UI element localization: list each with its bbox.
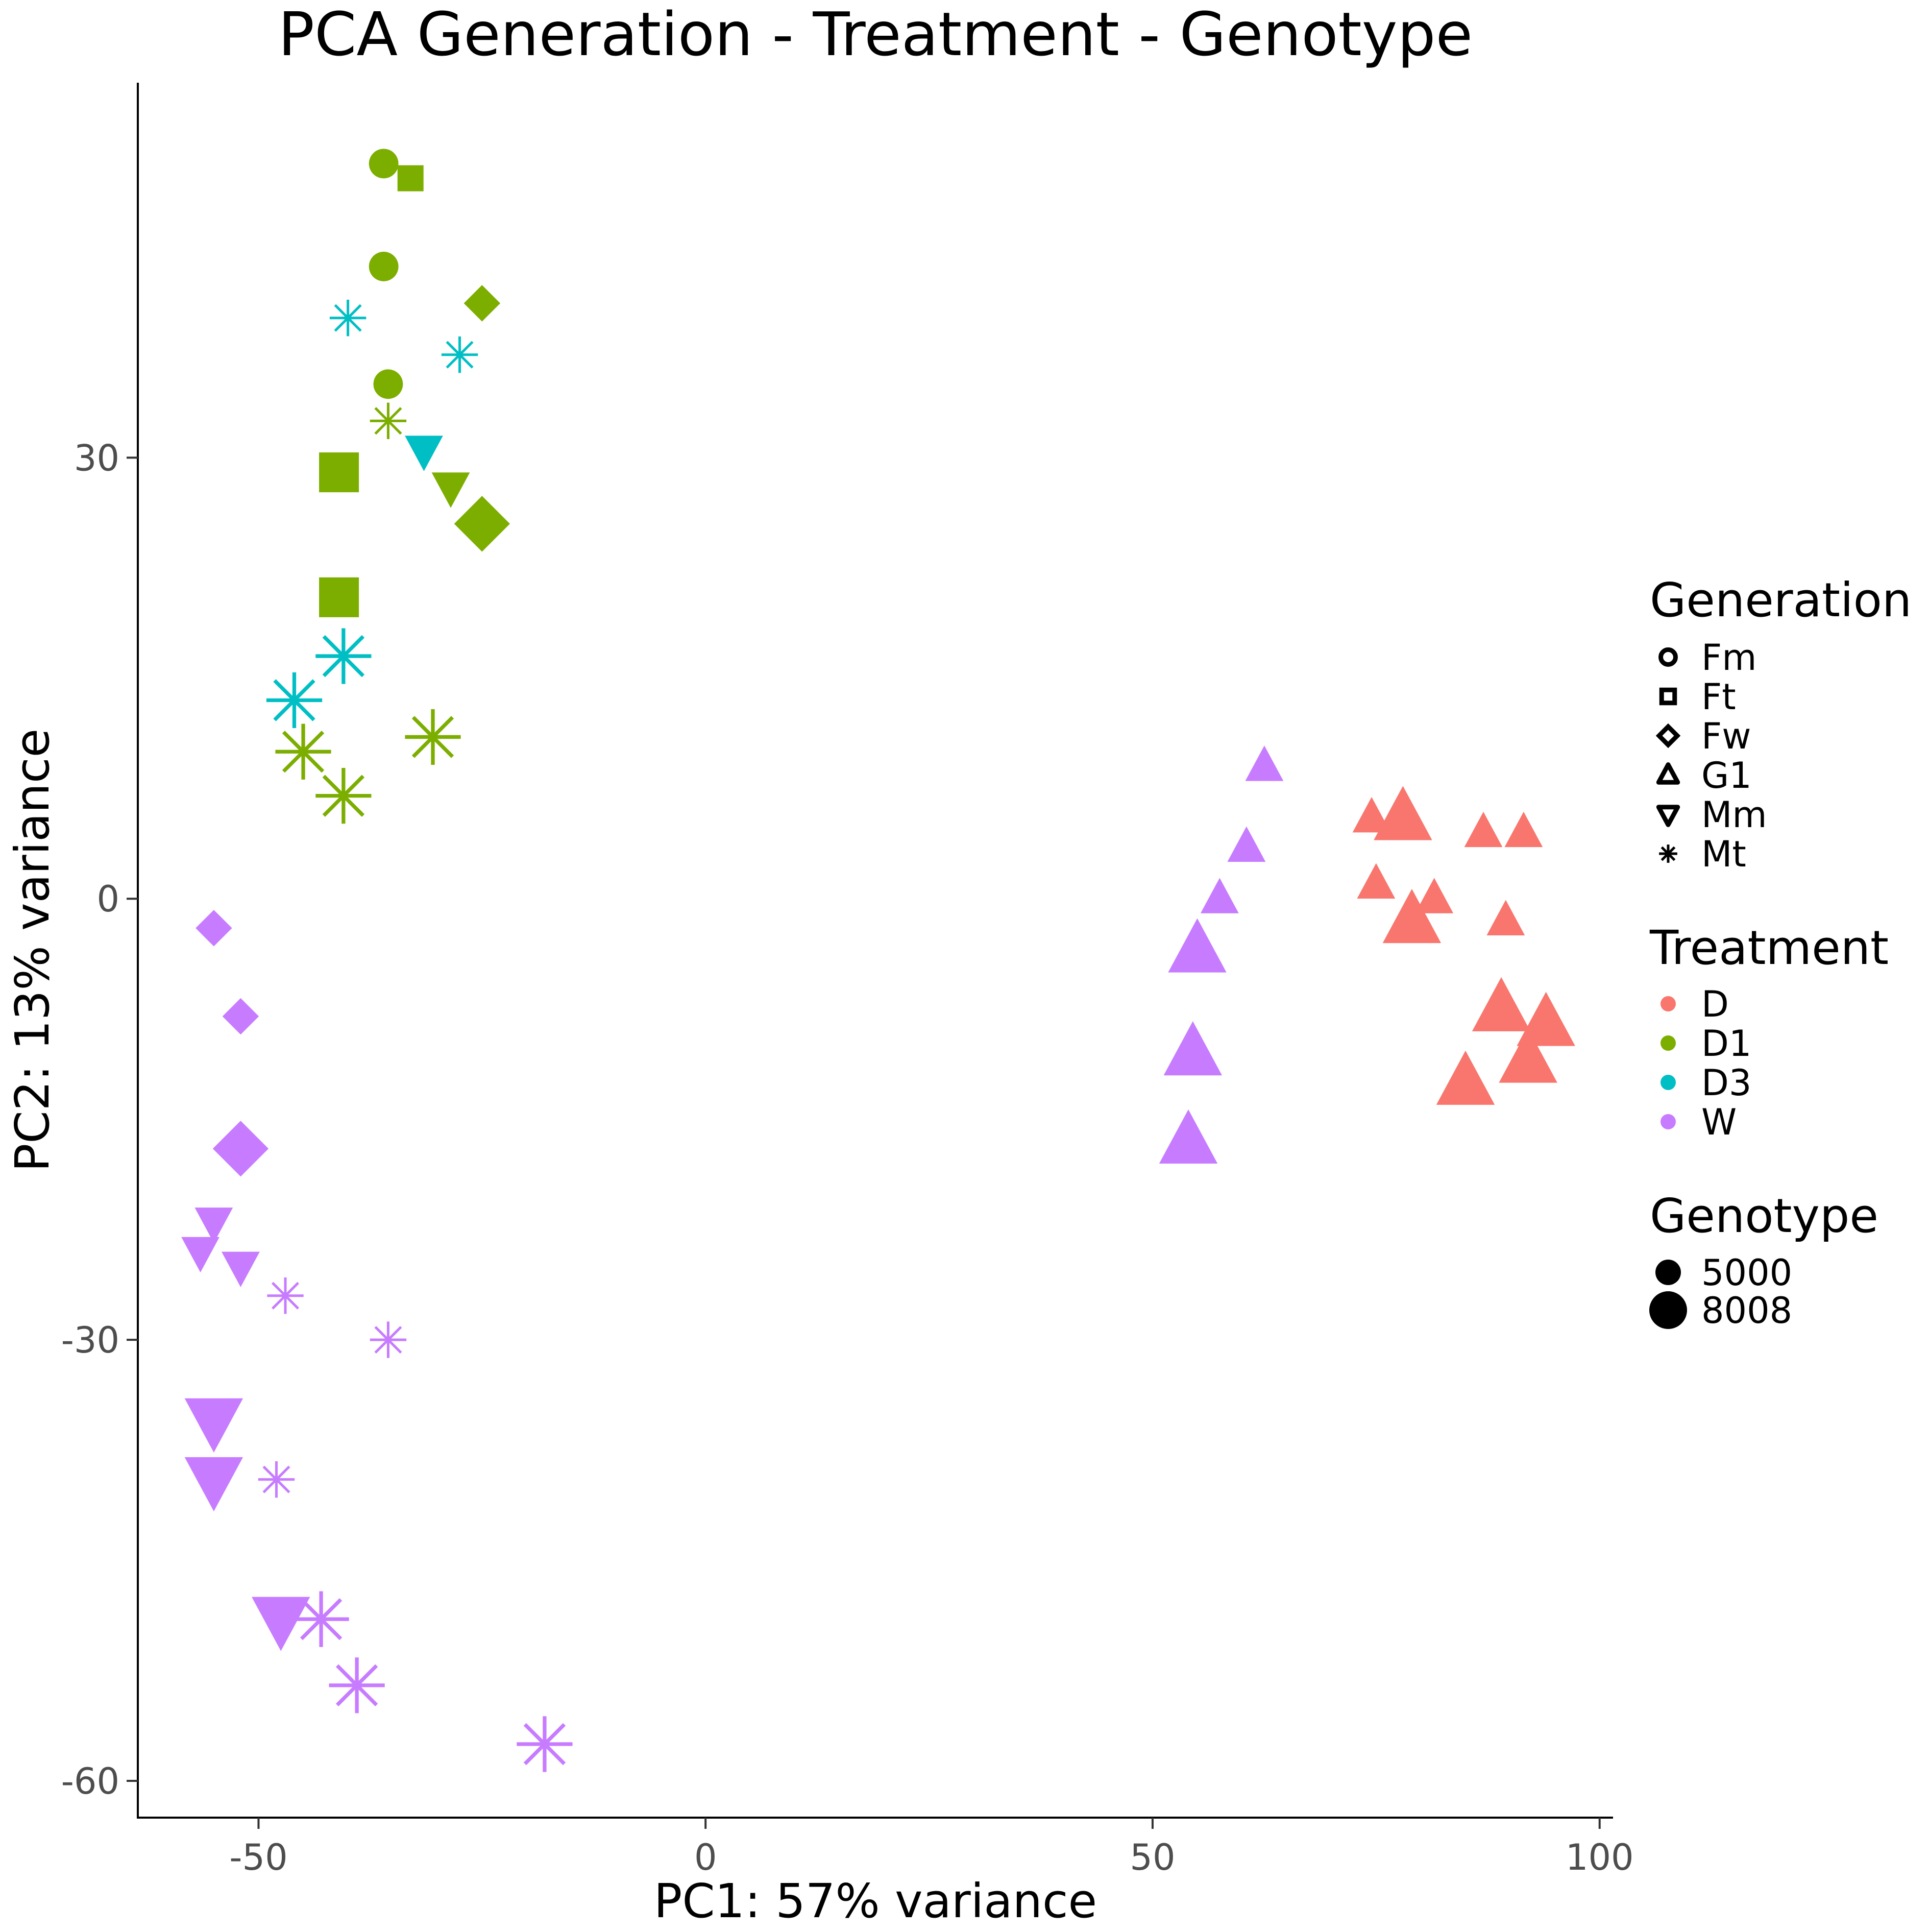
- data-point: [184, 1398, 243, 1453]
- data-point: [1168, 918, 1227, 973]
- legend-key-genotype-5000: [1655, 1260, 1681, 1285]
- data-point: [1436, 1050, 1495, 1105]
- x-tick-label: 0: [694, 1837, 717, 1878]
- legend-key-fw: [1655, 723, 1681, 748]
- legend-label-d: D: [1701, 983, 1729, 1025]
- legend-key-mt: [1659, 844, 1677, 863]
- legend-label-fm: Fm: [1701, 637, 1756, 679]
- data-point: [441, 336, 478, 373]
- legend-key-mm: [1656, 805, 1680, 827]
- data-point: [1374, 786, 1432, 840]
- data-point: [275, 723, 331, 780]
- data-point: [212, 1121, 269, 1177]
- data-point: [1357, 863, 1396, 899]
- plot-area: -50 0 50 100 30 0 -30 -60: [61, 83, 1634, 1878]
- y-tick-label: -30: [61, 1319, 119, 1361]
- data-point: [222, 1251, 260, 1287]
- data-point: [517, 1716, 573, 1772]
- legend-title-generation: Generation: [1650, 573, 1912, 627]
- legend-key-d3: [1661, 1075, 1676, 1090]
- data-point: [369, 149, 399, 179]
- data-point: [196, 910, 232, 947]
- legend-key-genotype-8008: [1649, 1291, 1687, 1329]
- data-point: [1159, 1109, 1218, 1164]
- data-point: [329, 1657, 385, 1713]
- x-tick-label: 50: [1130, 1837, 1175, 1878]
- data-point: [319, 577, 359, 617]
- y-tick-label: 0: [96, 878, 119, 920]
- data-points: [181, 149, 1575, 1772]
- data-point: [222, 998, 259, 1035]
- legend-key-d1: [1661, 1035, 1676, 1051]
- data-point: [1352, 797, 1391, 833]
- legend-label-d1: D1: [1701, 1023, 1751, 1065]
- data-point: [1472, 977, 1531, 1031]
- legend-label-d3: D3: [1701, 1062, 1751, 1104]
- legend-key-ft: [1659, 687, 1677, 706]
- data-point: [373, 369, 403, 399]
- data-point: [267, 1277, 304, 1314]
- legend-label-genotype-8008: 8008: [1701, 1290, 1792, 1332]
- data-point: [463, 285, 501, 322]
- data-point: [1499, 1028, 1557, 1083]
- data-point: [194, 1208, 233, 1243]
- legend-label-g1: G1: [1701, 755, 1752, 796]
- data-point: [431, 472, 470, 508]
- data-point: [1227, 826, 1266, 862]
- data-point: [1504, 811, 1543, 848]
- legend-title-genotype: Genotype: [1650, 1189, 1878, 1243]
- data-point: [1517, 992, 1575, 1046]
- data-point: [370, 402, 407, 440]
- y-tick-label: -60: [61, 1760, 119, 1802]
- data-point: [1382, 889, 1442, 944]
- legend-label-w: W: [1701, 1101, 1737, 1143]
- data-point: [1163, 1021, 1222, 1076]
- legend-title-treatment: Treatment: [1649, 921, 1889, 975]
- data-point: [397, 165, 424, 191]
- axis-ticks: -50 0 50 100 30 0 -30 -60: [61, 437, 1634, 1878]
- data-point: [252, 1597, 310, 1651]
- data-point: [184, 1457, 243, 1512]
- data-point: [315, 768, 372, 824]
- data-point: [293, 1591, 349, 1647]
- data-point: [1486, 900, 1525, 935]
- data-point: [258, 1461, 295, 1498]
- data-point: [370, 1321, 407, 1358]
- data-point: [315, 628, 372, 684]
- data-point: [266, 672, 323, 729]
- data-point: [1245, 745, 1284, 781]
- legend-key-fm: [1658, 647, 1678, 667]
- legend-key-d: [1661, 996, 1676, 1011]
- y-tick-label: 30: [74, 437, 119, 479]
- chart-title: PCA Generation - Treatment - Genotype: [278, 0, 1473, 69]
- data-point: [405, 709, 461, 765]
- data-point: [405, 436, 443, 471]
- legend-label-fw: Fw: [1701, 715, 1751, 757]
- legend-label-mt: Mt: [1701, 833, 1746, 875]
- legend-label-genotype-5000: 5000: [1701, 1252, 1792, 1294]
- legend-label-ft: Ft: [1701, 676, 1736, 718]
- y-axis-title: PC2: 13% variance: [5, 729, 60, 1172]
- legend-key-w: [1661, 1114, 1676, 1129]
- data-point: [1464, 811, 1503, 848]
- data-point: [1200, 878, 1239, 913]
- data-point: [329, 300, 367, 336]
- data-point: [369, 252, 399, 281]
- x-axis-title: PC1: 57% variance: [654, 1874, 1097, 1928]
- data-point: [1415, 878, 1454, 913]
- x-tick-label: 100: [1566, 1837, 1634, 1878]
- x-tick-label: -50: [229, 1837, 287, 1878]
- data-point: [319, 452, 359, 493]
- data-point: [181, 1237, 220, 1273]
- data-point: [454, 496, 510, 552]
- legend-label-mm: Mm: [1701, 794, 1767, 836]
- legend-key-g1: [1656, 762, 1680, 785]
